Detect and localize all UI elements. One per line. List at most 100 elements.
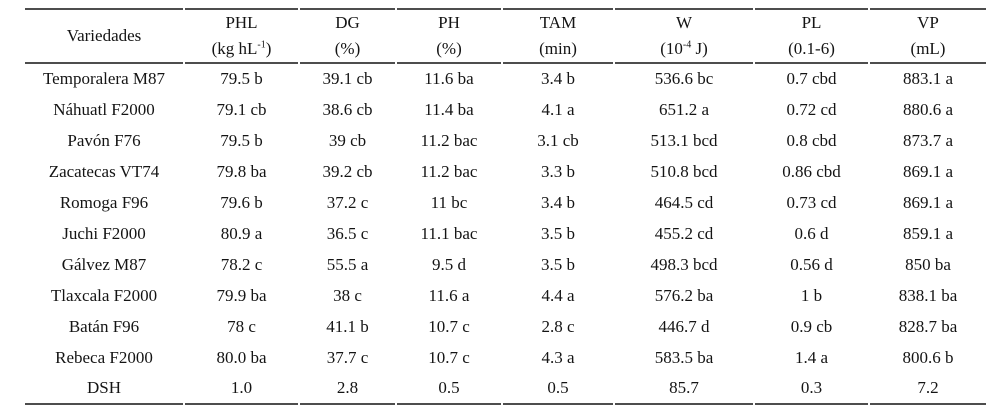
value-cell: 3.5 b [541,224,575,244]
results-table: Variedades PHL DG PH TAM W PL VP (kg hL-… [23,8,988,405]
value-cell: 79.5 b [220,131,263,151]
value-cell: 37.2 c [326,193,369,213]
column-unit-tam: (min) [503,36,613,64]
value-cell: 41.1 b [326,317,369,337]
value-cell: 1.0 [185,374,298,405]
value-cell: 79.8 ba [216,162,267,182]
value-cell: 869.1 a [902,162,954,182]
table-header: Variedades PHL DG PH TAM W PL VP (kg hL-… [25,8,986,64]
header-label-row: Variedades PHL DG PH TAM W PL VP [25,8,986,64]
value-cell: 513.1 bcd [650,131,718,151]
value-cell: 38.6 cb [322,100,373,120]
column-header-variedades: Variedades [25,8,183,64]
table-row: Gálvez M87 78.2 c 55.5 a 9.5 d 3.5 b 498.3 bc… [25,250,986,281]
value-cell: 2.8 [300,374,395,405]
variety-cell: Pavón F76 [67,131,141,151]
column-header-tam: TAM [503,8,613,36]
value-cell: 11.2 bac [420,162,478,182]
value-cell: 510.8 bcd [650,162,718,182]
value-cell: 39.1 cb [322,69,373,89]
column-header-pl: PL [755,8,868,36]
value-cell: 576.2 ba [654,286,714,306]
column-unit-w: (10-4 J) [615,36,753,64]
value-cell: 883.1 a [902,69,954,89]
variety-cell: DSH [25,374,183,405]
table-row: Romoga F96 79.6 b 37.2 c 11 bc 3.4 b 464.5 cd… [25,188,986,219]
variety-cell: Batán F96 [68,317,140,337]
value-cell: 4.4 a [541,286,575,306]
value-cell: 38 c [333,286,362,306]
unit-text: (mL) [910,38,946,58]
table-row: Pavón F76 79.5 b 39 cb 11.2 bac 3.1 cb 513.1 … [25,126,986,157]
table-row: Temporalera M87 79.5 b 39.1 cb 11.6 ba 3.4 b… [25,64,986,95]
unit-text: J) [691,38,708,58]
value-cell: 0.3 [755,374,868,405]
value-cell: 11.2 bac [420,131,478,151]
variety-cell: Tlaxcala F2000 [50,286,158,306]
value-cell: 838.1 ba [898,286,958,306]
value-cell: 0.72 cd [786,100,837,120]
unit-text: (10 [660,38,683,58]
variety-cell: Náhuatl F2000 [53,100,155,120]
value-cell: 0.9 cb [790,317,833,337]
value-cell: 11.4 ba [424,100,474,120]
value-cell: 3.4 b [541,69,575,89]
column-unit-phl: (kg hL-1) [185,36,298,64]
value-cell: 455.2 cd [654,224,714,244]
value-cell: 0.7 cbd [786,69,837,89]
variety-cell: Romoga F96 [59,193,149,213]
value-cell: 78.2 c [220,255,263,275]
value-cell: 39.2 cb [322,162,373,182]
column-unit-pl: (0.1-6) [755,36,868,64]
value-cell: 1.4 a [794,348,829,368]
variety-cell: Rebeca F2000 [55,348,153,368]
header-unit-row: (kg hL-1) (%) (%) (min) (10-4 J) (0.1-6)… [25,36,986,64]
value-cell: 0.6 d [794,224,829,244]
value-cell: 0.8 cbd [786,131,837,151]
value-cell: 3.3 b [541,162,575,182]
value-cell: 11.1 bac [420,224,478,244]
value-cell: 873.7 a [902,131,954,151]
value-cell: 10.7 c [428,348,470,368]
table-row: Batán F96 78 c 41.1 b 10.7 c 2.8 c 446.7 d 0.9… [25,312,986,343]
column-header-ph: PH [397,8,501,36]
variety-cell: Juchi F2000 [62,224,146,244]
value-cell: 3.4 b [541,193,575,213]
value-cell: 11 bc [430,193,468,213]
value-cell: 800.6 b [902,348,954,368]
value-cell: 10.7 c [428,317,470,337]
table-row: Rebeca F2000 80.0 ba 37.7 c 10.7 c 4.3 a 583.… [25,343,986,374]
value-cell: 0.73 cd [786,193,837,213]
column-unit-vp: (mL) [870,36,986,64]
value-cell: 651.2 a [658,100,710,120]
value-cell: 583.5 ba [654,348,714,368]
value-cell: 880.6 a [902,100,954,120]
table-row: DSH 1.0 2.8 0.5 0.5 85.7 0.3 7.2 [25,374,986,405]
unit-text: (min) [539,38,577,58]
value-cell: 79.1 cb [216,100,267,120]
table-row: Tlaxcala F2000 79.9 ba 38 c 11.6 a 4.4 a 576.… [25,281,986,312]
variety-cell: Temporalera M87 [42,69,165,89]
value-cell: 37.7 c [326,348,369,368]
unit-text: (0.1-6) [788,38,835,58]
unit-text: (%) [334,38,361,58]
value-cell: 4.1 a [541,100,575,120]
column-header-dg: DG [300,8,395,36]
value-cell: 536.6 bc [654,69,714,89]
value-cell: 79.5 b [220,69,263,89]
value-cell: 36.5 c [326,224,369,244]
value-cell: 0.86 cbd [782,162,841,182]
value-cell: 79.9 ba [216,286,267,306]
unit-text: (%) [436,38,462,58]
column-unit-dg: (%) [300,36,395,64]
variety-cell: Gálvez M87 [61,255,147,275]
value-cell: 1 b [800,286,823,306]
value-cell: 9.5 d [432,255,466,275]
value-cell: 3.1 cb [537,131,579,151]
column-unit-ph: (%) [397,36,501,64]
column-header-phl: PHL [185,8,298,36]
unit-text: ) [265,38,272,58]
unit-text: (kg hL [211,38,258,58]
column-header-vp: VP [870,8,986,36]
